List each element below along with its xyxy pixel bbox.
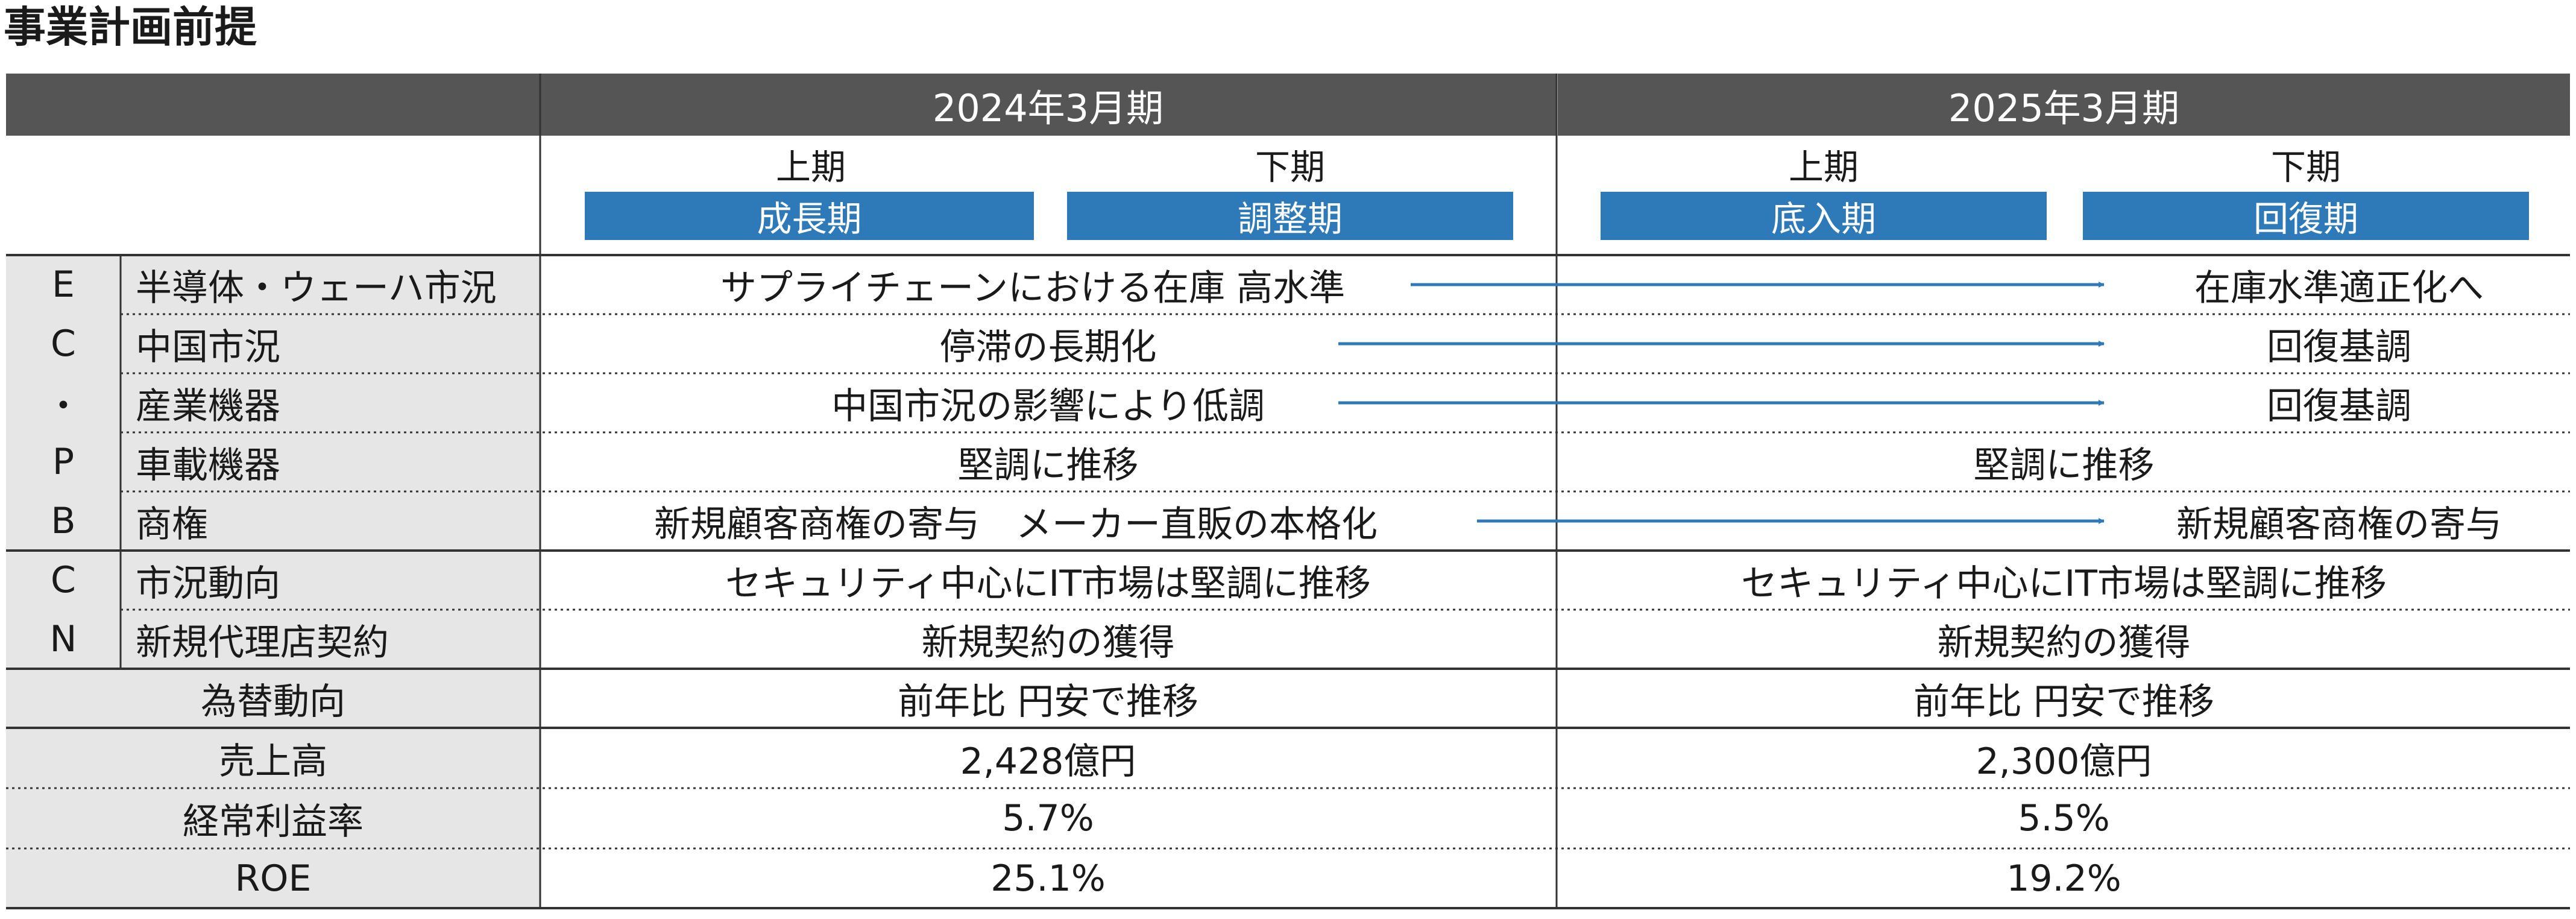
cell-2025-new-agency: 新規契約の獲得 [1937,621,2191,664]
row-label-commercial-rights: 商権 [136,503,208,546]
phase-box-2025-h1: 底入期 [1601,192,2047,240]
cell-2024-market-trend: セキュリティ中心にIT市場は堅調に推移 [725,562,1371,605]
row-label-roe: ROE [235,857,312,900]
cell-2024-sales: 2,428億円 [960,740,1136,783]
cell-2025-china-market: 回復基調 [2267,326,2411,368]
row-label-industrial: 産業機器 [136,385,280,428]
header-corner [6,74,540,136]
cell-2024-new-agency: 新規契約の獲得 [921,621,1175,664]
cell-2024-ordinary-margin: 5.7% [1002,797,1094,839]
row-label-fx: 為替動向 [201,680,345,723]
period-header-2024: 2024年3月期 [540,74,1556,136]
half-label-2024-h1: 上期 [775,147,846,188]
half-label-2024-h2: 下期 [1255,147,1325,188]
group-letter-c: C [51,323,76,365]
group-letter-dot: ・ [45,385,81,428]
cell-2024-commercial-rights: 新規顧客商権の寄与 メーカー直販の本格化 [654,503,1378,546]
cell-2024-automotive: 堅調に推移 [957,444,1139,487]
cell-2024-semiconductor: サプライチェーンにおける在庫 高水準 [720,267,1346,309]
half-label-2025-h2: 下期 [2270,147,2341,188]
phase-box-2025-h2: 回復期 [2083,192,2529,240]
group-letter-p: P [52,441,75,483]
group-letter-c2: C [51,559,76,601]
cell-2025-commercial-rights: 新規顧客商権の寄与 [2176,503,2502,546]
row-label-sales: 売上高 [219,740,327,783]
cell-2025-market-trend: セキュリティ中心にIT市場は堅調に推移 [1741,562,2387,605]
period-header-2025: 2025年3月期 [1558,74,2570,136]
cell-2025-ordinary-margin: 5.5% [2018,797,2110,839]
cell-2024-industrial: 中国市況の影響により低調 [831,385,1265,428]
row-label-new-agency: 新規代理店契約 [136,621,389,664]
row-label-ordinary-margin: 経常利益率 [183,800,364,843]
page-title: 事業計画前提 [4,2,257,52]
half-label-2025-h1: 上期 [1788,147,1859,188]
row-label-china-market: 中国市況 [136,326,280,368]
cell-2025-sales: 2,300億円 [1976,740,2152,783]
phase-box-2024-h2: 調整期 [1067,192,1513,240]
cell-2025-roe: 19.2% [2006,857,2121,900]
row-label-semiconductor: 半導体・ウェーハ市況 [136,267,497,309]
label-column-background [6,255,540,908]
cell-2024-roe: 25.1% [990,857,1106,900]
group-letter-b: B [51,500,76,542]
row-label-market-trend: 市況動向 [136,562,280,605]
row-label-automotive: 車載機器 [136,444,280,487]
cell-2024-china-market: 停滞の長期化 [939,326,1157,368]
cell-2025-semiconductor: 在庫水準適正化へ [2194,267,2484,309]
cell-2025-automotive: 堅調に推移 [1973,444,2155,487]
cell-2025-fx: 前年比 円安で推移 [1913,680,2215,723]
cell-2025-industrial: 回復基調 [2267,385,2411,428]
group-letter-n: N [49,618,77,660]
group-letter-e: E [52,264,75,306]
cell-2024-fx: 前年比 円安で推移 [897,680,1199,723]
phase-box-2024-h1: 成長期 [585,192,1034,240]
